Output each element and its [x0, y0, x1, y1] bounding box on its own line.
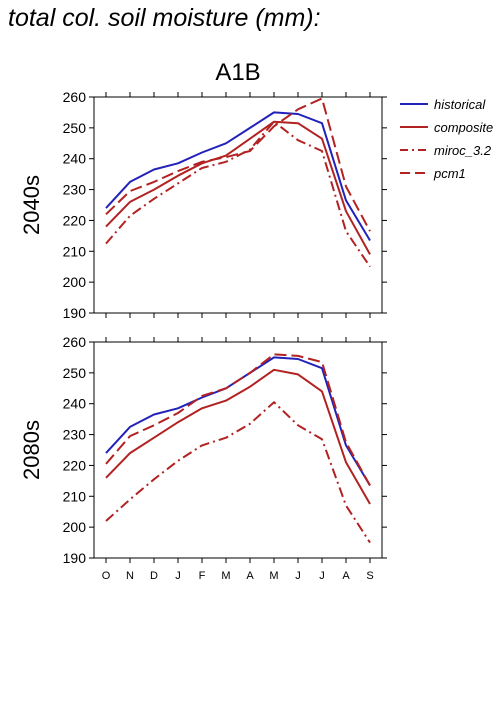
series-line-composite-2040s	[105, 120, 371, 255]
series-line-historical-2080s	[105, 356, 371, 487]
y-tick-label: 240	[63, 396, 87, 412]
y-tick-label: 220	[63, 457, 87, 473]
legend-label-composite: composite	[434, 120, 493, 135]
y-tick-label: 210	[63, 488, 87, 504]
x-tick-label: A	[342, 570, 350, 582]
series-line-miroc_3.2-2040s	[105, 120, 371, 268]
x-tick-label: M	[221, 570, 230, 582]
series-line-pcm1-2040s	[105, 97, 371, 232]
plot-frame-2040s	[93, 96, 383, 314]
series-line-historical-2040s	[105, 111, 371, 242]
x-tick-label: O	[102, 570, 111, 582]
x-tick-label: M	[269, 570, 278, 582]
panel-label-2040s: 2040s	[19, 175, 44, 235]
y-tick-label: 260	[63, 89, 87, 105]
y-tick-label: 230	[63, 182, 87, 198]
legend-label-historical: historical	[434, 97, 486, 112]
y-tick-label: 230	[63, 427, 87, 443]
y-tick-label: 260	[63, 334, 87, 350]
x-tick-label: D	[150, 570, 158, 582]
figure-title: total col. soil moisture (mm):	[8, 4, 321, 32]
y-tick-label: 250	[63, 120, 87, 136]
y-tick-label: 190	[63, 550, 87, 566]
panel-label-2080s: 2080s	[19, 420, 44, 480]
x-tick-label: J	[175, 570, 181, 582]
y-tick-label: 240	[63, 151, 87, 167]
y-tick-label: 190	[63, 305, 87, 321]
y-tick-label: 200	[63, 274, 87, 290]
x-tick-label: J	[295, 570, 301, 582]
x-tick-label: N	[126, 570, 134, 582]
legend-label-pcm1: pcm1	[433, 166, 466, 181]
series-line-miroc_3.2-2080s	[105, 401, 371, 544]
x-tick-label: A	[246, 570, 254, 582]
plot-frame-2080s	[93, 341, 383, 559]
y-tick-label: 250	[63, 365, 87, 381]
y-tick-label: 210	[63, 243, 87, 259]
x-tick-label: F	[199, 570, 206, 582]
series-line-composite-2080s	[105, 368, 371, 505]
x-tick-label: S	[366, 570, 373, 582]
series-line-pcm1-2080s	[105, 353, 371, 486]
legend-label-miroc_3.2: miroc_3.2	[434, 143, 492, 158]
chart-title: A1B	[215, 59, 260, 86]
y-tick-label: 200	[63, 519, 87, 535]
y-tick-label: 220	[63, 212, 87, 228]
x-tick-label: J	[319, 570, 325, 582]
